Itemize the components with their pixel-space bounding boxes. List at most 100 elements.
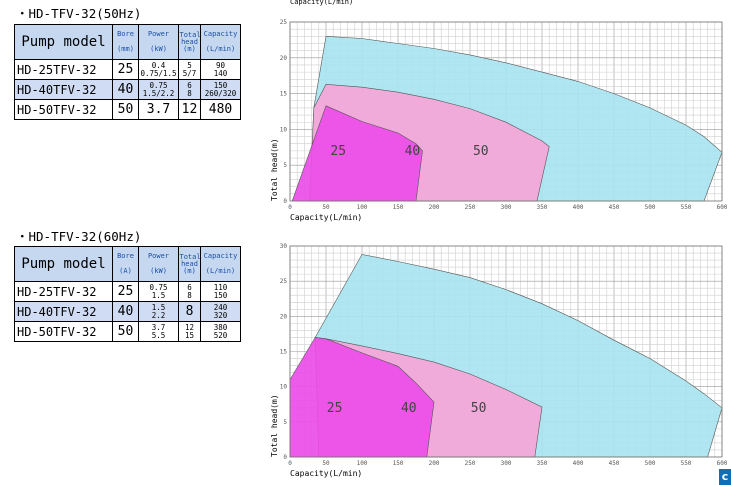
- x-tick-label: 150: [393, 204, 404, 211]
- cell-bore: 50: [112, 321, 139, 342]
- y-axis-label: Total head(m): [270, 138, 279, 201]
- x-tick-label: 0: [288, 204, 292, 211]
- cell-head: 12: [178, 99, 201, 120]
- series-label-40: 40: [401, 401, 417, 416]
- header-power: Power (kW): [138, 24, 179, 60]
- x-tick-label: 150: [393, 460, 404, 467]
- x-tick-label: 250: [465, 204, 476, 211]
- series-label-50: 50: [471, 401, 487, 416]
- x-tick-label: 500: [645, 204, 656, 211]
- y-tick-label: 10: [280, 384, 288, 391]
- x-tick-label: 350: [537, 204, 548, 211]
- cell-model: HD-50TFV-32: [14, 99, 113, 120]
- cell-capacity: 90 140: [200, 59, 241, 80]
- cell-capacity: 480: [200, 99, 241, 120]
- table-row: HD-50TFV-32 50 3.7 12 480: [14, 99, 241, 120]
- y-tick-label: 0: [283, 454, 287, 461]
- header-pump-model: Pump model: [14, 246, 113, 282]
- cell-bore: 25: [112, 281, 139, 302]
- x-tick-label: 350: [537, 460, 548, 467]
- x-tick-label: 300: [501, 460, 512, 467]
- cell-head: 5 5/7: [178, 59, 201, 80]
- cell-capacity: 380 520: [200, 321, 241, 342]
- y-tick-label: 30: [280, 243, 288, 250]
- table-header: Pump model Bore (mm) Power (kW) Total head…: [14, 24, 241, 60]
- y-tick-label: 25: [280, 19, 288, 26]
- x-tick-label: 600: [717, 204, 728, 211]
- x-tick-label: 550: [681, 460, 692, 467]
- x-tick-label: 550: [681, 204, 692, 211]
- table-row: HD-25TFV-32 25 0.75 1.5 6 8 110 150: [14, 281, 241, 302]
- cell-model: HD-40TFV-32: [14, 79, 113, 100]
- plot-frame: [289, 245, 723, 458]
- spec-table-50hz: Pump model Bore (mm) Power (kW) Total head…: [14, 24, 241, 120]
- x-tick-label: 300: [501, 204, 512, 211]
- cell-bore: 40: [112, 79, 139, 100]
- y-tick-label: 5: [283, 419, 287, 426]
- cell-bore: 25: [112, 59, 139, 80]
- x-tick-label: 600: [717, 460, 728, 467]
- cell-model: HD-25TFV-32: [14, 59, 113, 80]
- y-tick-label: 15: [280, 349, 288, 356]
- corner-badge-icon: c: [719, 469, 731, 485]
- x-axis-label: Capacity(L/min): [290, 469, 362, 478]
- header-power: Power (kW): [138, 246, 179, 282]
- x-tick-label: 500: [645, 460, 656, 467]
- x-tick-label: 50: [322, 204, 330, 211]
- x-tick-label: 400: [573, 460, 584, 467]
- header-pump-model: Pump model: [14, 24, 113, 60]
- header-total-head: Total head (m): [178, 24, 201, 60]
- table-row: HD-25TFV-32 25 0.4 0.75/1.5 5 5/7 90 140: [14, 59, 241, 80]
- y-tick-label: 20: [280, 55, 288, 62]
- cell-bore: 50: [112, 99, 139, 120]
- table-row: HD-40TFV-32 40 0.75 1.5/2.2 6 8 150 260/…: [14, 79, 241, 100]
- x-tick-label: 0: [288, 460, 292, 467]
- x-tick-label: 50: [322, 460, 330, 467]
- cell-capacity: 150 260/320: [200, 79, 241, 100]
- cell-power: 0.75 1.5/2.2: [138, 79, 179, 100]
- cell-power: 3.7: [138, 99, 179, 120]
- cell-power: 1.5 2.2: [138, 301, 179, 322]
- cell-head: 12 15: [178, 321, 201, 342]
- series-label-50: 50: [473, 144, 489, 159]
- x-tick-label: 400: [573, 204, 584, 211]
- x-tick-label: 250: [465, 460, 476, 467]
- y-tick-label: 5: [283, 162, 287, 169]
- cell-capacity: 110 150: [200, 281, 241, 302]
- x-tick-label: 450: [609, 460, 620, 467]
- table-row: HD-50TFV-32 50 3.7 5.5 12 15 380 520: [14, 321, 241, 342]
- top-axis-label: Capacity(L/min): [290, 0, 353, 6]
- x-tick-label: 450: [609, 204, 620, 211]
- header-capacity: Capacity (L/min): [200, 246, 241, 282]
- table-header: Pump model Bore (A) Power (kW) Total head(…: [14, 246, 241, 282]
- y-tick-label: 25: [280, 278, 288, 285]
- section-title-60hz: ・HD-TFV-32(60Hz): [16, 229, 142, 244]
- cell-model: HD-40TFV-32: [14, 301, 113, 322]
- x-tick-label: 200: [429, 204, 440, 211]
- cell-power: 3.7 5.5: [138, 321, 179, 342]
- plot-frame: [289, 21, 723, 202]
- y-tick-label: 10: [280, 126, 288, 133]
- cell-model: HD-50TFV-32: [14, 321, 113, 342]
- header-bore: Bore (A): [112, 246, 139, 282]
- y-tick-label: 0: [283, 198, 287, 205]
- cell-head: 6 8: [178, 79, 201, 100]
- cell-model: HD-25TFV-32: [14, 281, 113, 302]
- y-tick-label: 15: [280, 91, 288, 98]
- cell-bore: 40: [112, 301, 139, 322]
- x-tick-label: 200: [429, 460, 440, 467]
- cell-power: 0.75 1.5: [138, 281, 179, 302]
- header-capacity: Capacity (L/min): [200, 24, 241, 60]
- header-bore: Bore (mm): [112, 24, 139, 60]
- series-label-25: 25: [330, 144, 346, 159]
- x-tick-label: 100: [357, 204, 368, 211]
- cell-capacity: 240 320: [200, 301, 241, 322]
- cell-head: 6 8: [178, 281, 201, 302]
- cell-power: 0.4 0.75/1.5: [138, 59, 179, 80]
- y-axis-label: Total head(m): [270, 394, 279, 457]
- x-axis-label: Capacity(L/min): [290, 213, 362, 222]
- series-label-40: 40: [405, 144, 421, 159]
